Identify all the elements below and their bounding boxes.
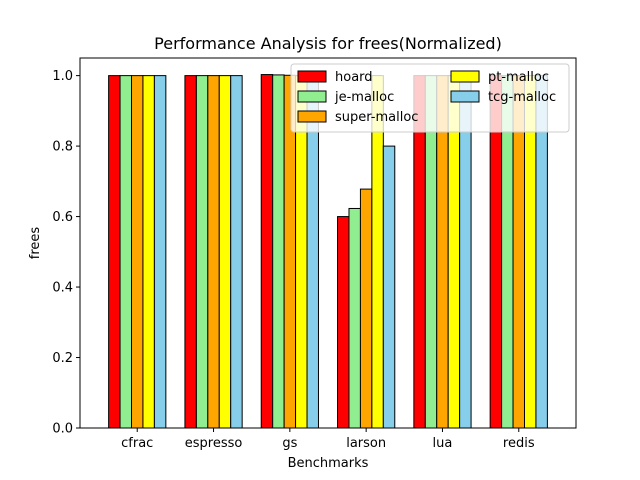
bar-je-malloc-gs (272, 74, 285, 429)
legend-label-tcg-malloc: tcg-malloc (488, 90, 556, 105)
bar-tcg-malloc-larson (382, 145, 396, 429)
bar-je-malloc-espresso (195, 75, 209, 429)
legend-label-super-malloc: super-malloc (335, 110, 418, 125)
legend-label-je-malloc: je-malloc (334, 90, 394, 105)
y-tick-label: 0.2 (52, 351, 73, 366)
legend-swatch-tcg-malloc (450, 90, 480, 103)
legend-swatch-pt-malloc (450, 70, 480, 83)
y-tick-label: 0.6 (52, 210, 73, 225)
y-tick-label: 1.0 (52, 69, 73, 84)
bar-hoard-gs (260, 74, 274, 429)
x-axis: cfrac espresso gs larson lua redis (121, 428, 535, 451)
legend-box (290, 63, 570, 133)
bar-super-malloc-larson (359, 188, 373, 429)
x-tick-label: larson (346, 436, 386, 451)
y-tick-label: 0.0 (52, 422, 73, 437)
x-tick-label: redis (503, 436, 535, 451)
bar-super-malloc-cfrac (131, 75, 144, 429)
bars-group (108, 74, 548, 429)
bar-tcg-malloc-espresso (230, 75, 243, 429)
y-axis: 0.0 0.2 0.4 0.6 0.8 1.0 (52, 69, 80, 437)
y-axis-title: frees (28, 227, 43, 260)
bar-super-malloc-espresso (207, 75, 220, 429)
x-tick-label: gs (282, 436, 297, 451)
x-axis-title: Benchmarks (288, 456, 369, 471)
x-tick-label: espresso (185, 436, 243, 451)
legend-label-hoard: hoard (335, 70, 373, 85)
bar-tcg-malloc-cfrac (153, 75, 167, 429)
legend-label-pt-malloc: pt-malloc (488, 70, 549, 85)
plot-frame (79, 57, 577, 429)
bar-je-malloc-larson (348, 207, 361, 429)
legend: hoard je-malloc super-malloc pt-malloc tcg-m… (290, 63, 570, 133)
bar-hoard-cfrac (108, 75, 121, 429)
bar-pt-malloc-cfrac (142, 75, 155, 429)
y-tick-label: 0.4 (52, 281, 73, 296)
bar-hoard-espresso (184, 75, 197, 429)
legend-swatch-je-malloc (297, 90, 327, 103)
y-tick-label: 0.8 (52, 140, 73, 155)
bar-pt-malloc-espresso (218, 75, 232, 429)
x-tick-label: cfrac (121, 436, 153, 451)
bar-je-malloc-cfrac (119, 75, 133, 429)
chart-title: Performance Analysis for frees(Normalize… (154, 34, 502, 53)
x-tick-label: lua (433, 436, 453, 451)
bar-hoard-larson (337, 216, 350, 429)
legend-swatch-hoard (297, 70, 327, 83)
legend-swatch-super-malloc (297, 110, 327, 123)
